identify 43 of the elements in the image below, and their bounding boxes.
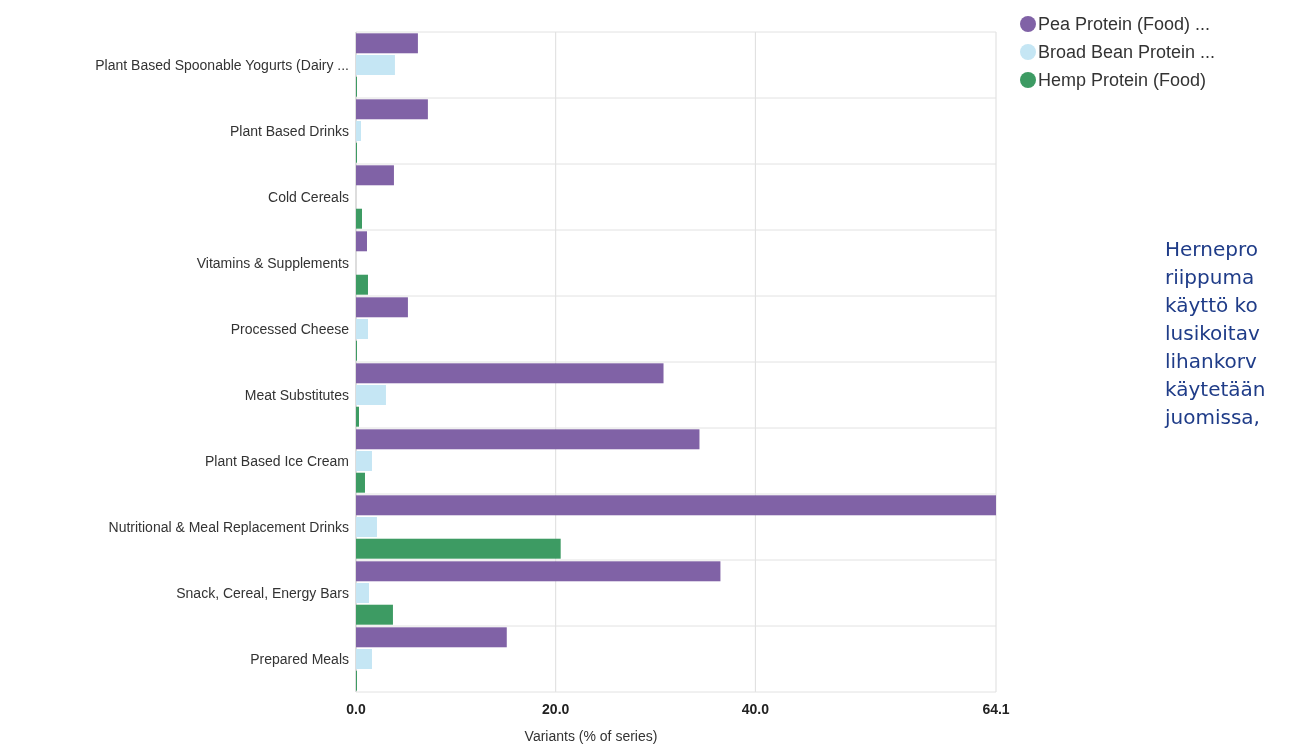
- bar: [356, 385, 386, 405]
- y-tick-label: Meat Substitutes: [244, 387, 349, 403]
- x-tick-label: 0.0: [346, 701, 366, 717]
- bar: [356, 99, 428, 120]
- x-tick-label: 40.0: [741, 701, 770, 717]
- y-tick-label: Plant Based Ice Cream: [205, 453, 349, 469]
- bar: [356, 363, 664, 384]
- bar: [356, 495, 996, 516]
- bar: [356, 429, 700, 450]
- legend-label: Broad Bean Protein ...: [1038, 42, 1216, 62]
- bar: [356, 627, 507, 648]
- bar: [356, 55, 395, 75]
- y-tick-label: Processed Cheese: [230, 321, 350, 337]
- text: Hernepro riippuma käyttö ko lusikoitav lihankorv käytetään juomissa,: [1164, 237, 1266, 429]
- bar: [356, 604, 393, 625]
- y-tick-label: Prepared Meals: [250, 651, 349, 667]
- y-tick-label: Snack, Cereal, Energy Bars: [176, 585, 349, 601]
- bar: [356, 451, 372, 471]
- bar: [356, 274, 368, 295]
- bar: [356, 649, 372, 669]
- bar: [356, 319, 368, 339]
- legend-label: Hemp Protein (Food): [1038, 70, 1207, 90]
- bar: [356, 33, 418, 54]
- y-tick-label: Plant Based Spoonable Yogurts (Dairy ...: [95, 57, 349, 73]
- bar: [356, 538, 561, 559]
- bar: [356, 231, 367, 252]
- bar: [356, 208, 362, 229]
- bar: [356, 165, 394, 186]
- legend-label: Pea Protein (Food) ...: [1038, 14, 1211, 34]
- bar: [356, 517, 377, 537]
- bar: [356, 472, 365, 493]
- y-tick-label: Cold Cereals: [268, 189, 349, 205]
- x-tick-label: 64.1: [982, 701, 1010, 717]
- bar: [356, 121, 361, 141]
- bar: [356, 561, 721, 582]
- bar: [356, 297, 408, 318]
- x-axis-title: Variants (% of series): [524, 728, 658, 744]
- y-tick-label: Vitamins & Supplements: [196, 255, 349, 271]
- y-tick-label: Nutritional & Meal Replacement Drinks: [108, 519, 349, 535]
- bar: [356, 406, 359, 427]
- y-tick-label: Plant Based Drinks: [229, 123, 349, 139]
- bar: [356, 583, 369, 603]
- x-tick-label: 20.0: [542, 701, 570, 717]
